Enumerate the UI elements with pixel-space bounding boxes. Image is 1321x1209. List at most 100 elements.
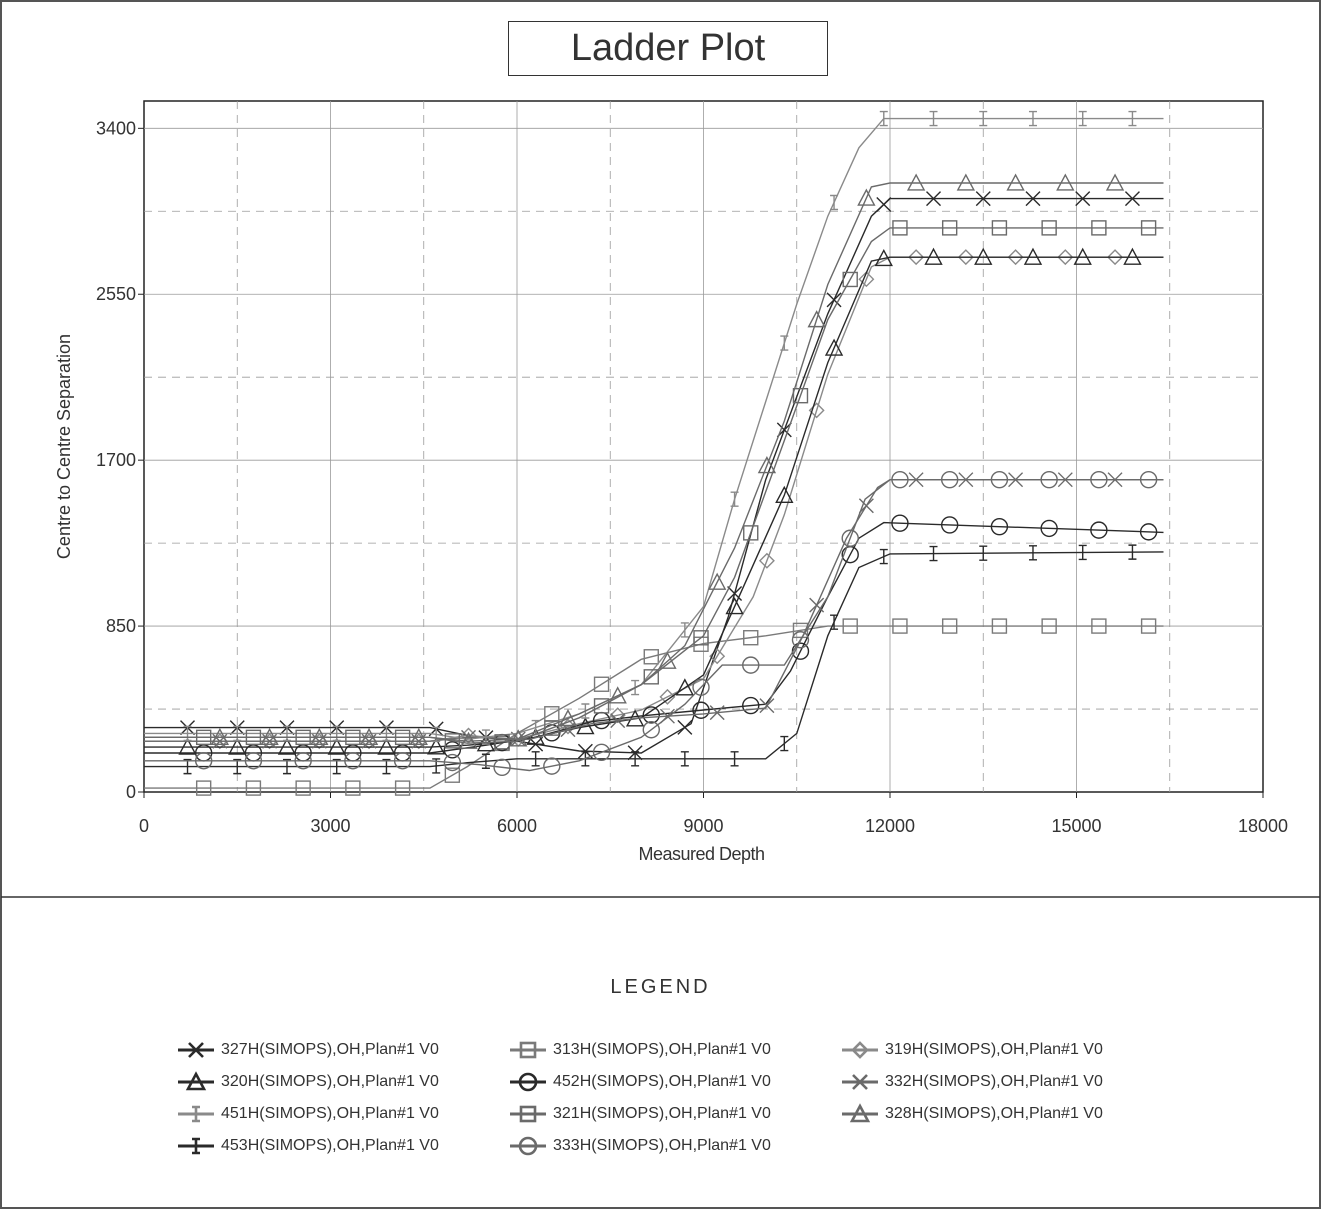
legend-label: 453H(SIMOPS),OH,Plan#1 V0 — [221, 1137, 439, 1154]
data-point — [183, 758, 192, 775]
data-point — [443, 741, 462, 759]
data-point — [592, 743, 611, 762]
data-point — [311, 733, 327, 749]
data-point — [842, 271, 858, 288]
x-tick-label: 0 — [139, 816, 149, 836]
legend-marker — [192, 1105, 200, 1123]
data-point — [743, 630, 759, 646]
legend-marker — [519, 1041, 537, 1059]
legend-label: 327H(SIMOPS),OH,Plan#1 V0 — [221, 1041, 439, 1058]
series-line — [144, 182, 1164, 742]
data-point — [941, 220, 958, 236]
legend-swatch — [178, 1105, 214, 1123]
data-point — [990, 517, 1009, 536]
data-point — [394, 780, 411, 796]
legend-marker — [188, 1042, 204, 1058]
series-line — [144, 256, 1164, 748]
data-point — [708, 572, 727, 590]
data-point — [1078, 110, 1087, 127]
legend-marker — [518, 1136, 538, 1156]
data-point — [830, 614, 839, 630]
data-point — [730, 491, 739, 507]
data-point — [233, 758, 242, 775]
data-point — [642, 706, 660, 724]
data-point — [929, 545, 938, 562]
data-point — [743, 525, 759, 541]
data-point — [929, 110, 938, 127]
data-point — [427, 737, 446, 755]
data-point — [791, 631, 810, 649]
data-point — [940, 516, 959, 534]
y-tick-label: 850 — [106, 616, 136, 636]
data-point — [382, 725, 391, 742]
legend-item: 453H(SIMOPS),OH,Plan#1 V0 — [178, 1134, 439, 1158]
plot-area: 0 3000 6000 9000 12000 15000 18000 0 850 1700 2550… — [54, 100, 1288, 864]
data-point — [809, 597, 825, 613]
data-point — [195, 780, 212, 796]
data-point — [310, 727, 329, 746]
data-point — [1057, 249, 1074, 266]
data-point — [807, 310, 826, 328]
legend-swatch — [510, 1136, 546, 1156]
data-point — [332, 725, 341, 742]
legend-swatch — [510, 1072, 546, 1092]
data-point — [509, 729, 528, 747]
x-tick-label: 12000 — [865, 816, 915, 836]
data-point — [979, 110, 988, 127]
series-8 — [144, 173, 1164, 749]
data-point — [593, 698, 610, 714]
data-point — [1023, 247, 1043, 265]
data-point — [282, 758, 291, 775]
data-point — [727, 586, 743, 602]
data-point — [1107, 249, 1124, 266]
legend-marker — [851, 1041, 869, 1059]
series-line — [144, 227, 1164, 744]
data-point — [642, 721, 660, 739]
data-point — [677, 719, 693, 735]
data-point — [956, 173, 976, 191]
data-point — [1128, 110, 1137, 127]
data-point — [1090, 470, 1108, 489]
data-point — [780, 335, 789, 351]
data-point — [1056, 173, 1075, 191]
data-point — [1139, 470, 1158, 489]
data-point — [758, 552, 775, 569]
data-point — [194, 752, 213, 770]
y-tick-label: 2550 — [96, 284, 136, 304]
data-point — [183, 725, 192, 742]
data-point — [808, 402, 825, 419]
data-point — [543, 757, 561, 775]
legend-item: 327H(SIMOPS),OH,Plan#1 V0 — [178, 1038, 439, 1062]
data-point — [344, 752, 362, 770]
data-point — [824, 338, 844, 356]
legend-label: 332H(SIMOPS),OH,Plan#1 V0 — [885, 1073, 1103, 1090]
legend-marker — [519, 1105, 537, 1123]
data-point — [892, 618, 908, 634]
data-point — [780, 735, 789, 752]
data-point — [730, 751, 739, 767]
data-point — [1139, 523, 1158, 541]
data-point — [675, 678, 695, 696]
series-10 — [144, 470, 1164, 777]
legend-marker — [849, 1103, 871, 1123]
data-point — [593, 676, 610, 692]
legend-swatch — [510, 1105, 546, 1123]
legend-marker — [185, 1071, 207, 1091]
data-point — [826, 292, 842, 308]
data-point — [643, 649, 659, 665]
data-point — [680, 751, 689, 767]
data-point — [1040, 519, 1058, 538]
data-point — [991, 618, 1008, 634]
data-point — [443, 753, 462, 772]
data-point — [558, 709, 578, 727]
data-point — [393, 752, 412, 770]
data-point — [1025, 191, 1041, 207]
data-point — [1091, 220, 1107, 236]
legend-swatch — [178, 1071, 214, 1091]
data-point — [294, 752, 312, 770]
data-point — [759, 698, 775, 714]
data-point — [377, 737, 396, 755]
data-point — [531, 751, 540, 767]
data-point — [608, 686, 627, 704]
